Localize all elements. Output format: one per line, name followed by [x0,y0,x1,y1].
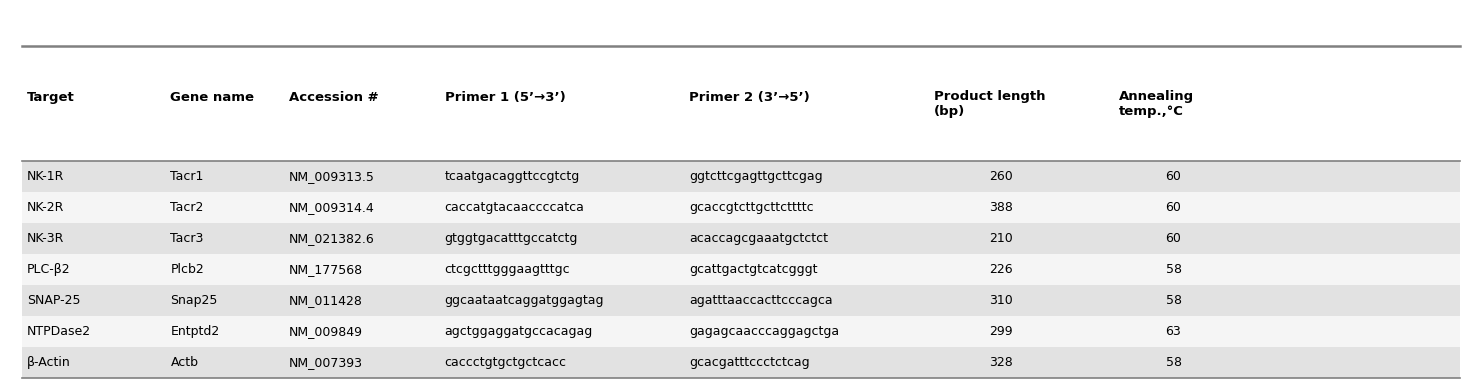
Bar [22,223,1460,254]
Text: agatttaaccacttcccagca: agatttaaccacttcccagca [689,294,833,307]
Text: caccatgtacaaccccatca: caccatgtacaaccccatca [445,201,584,214]
Text: NM_177568: NM_177568 [289,263,363,276]
Text: Tacr2: Tacr2 [170,201,205,214]
Text: Product length
(bp): Product length (bp) [934,90,1045,118]
Text: NM_011428: NM_011428 [289,294,363,307]
Text: NM_009313.5: NM_009313.5 [289,170,375,183]
Text: PLC-β2: PLC-β2 [27,263,70,276]
Text: 299: 299 [990,325,1012,338]
Text: Actb: Actb [170,356,199,369]
Text: NK-1R: NK-1R [27,170,64,183]
Text: β-Actin: β-Actin [27,356,71,369]
Text: NM_009314.4: NM_009314.4 [289,201,375,214]
Text: NM_021382.6: NM_021382.6 [289,232,375,245]
Text: gtggtgacatttgccatctg: gtggtgacatttgccatctg [445,232,578,245]
Text: 63: 63 [1165,325,1181,338]
Text: gcattgactgtcatcgggt: gcattgactgtcatcgggt [689,263,818,276]
Bar [22,316,1460,347]
Text: ggtcttcgagttgcttcgag: ggtcttcgagttgcttcgag [689,170,823,183]
Text: Snap25: Snap25 [170,294,218,307]
Text: Target: Target [27,91,74,104]
Text: Primer 2 (3’→5’): Primer 2 (3’→5’) [689,91,809,104]
Text: Annealing
temp.,°C: Annealing temp.,°C [1119,90,1194,118]
Text: NK-3R: NK-3R [27,232,64,245]
Text: acaccagcgaaatgctctct: acaccagcgaaatgctctct [689,232,828,245]
Text: gcacgatttccctctcag: gcacgatttccctctcag [689,356,809,369]
Bar [22,192,1460,223]
Text: SNAP-25: SNAP-25 [27,294,80,307]
Bar [22,285,1460,316]
Text: agctggaggatgccacagag: agctggaggatgccacagag [445,325,593,338]
Text: 210: 210 [990,232,1014,245]
Text: NM_007393: NM_007393 [289,356,363,369]
Text: 310: 310 [990,294,1014,307]
Text: Tacr1: Tacr1 [170,170,205,183]
Text: 60: 60 [1165,170,1181,183]
Bar [22,161,1460,192]
Text: tcaatgacaggttccgtctg: tcaatgacaggttccgtctg [445,170,579,183]
Text: gagagcaacccaggagctga: gagagcaacccaggagctga [689,325,839,338]
Text: NK-2R: NK-2R [27,201,64,214]
Bar [22,347,1460,378]
Text: 58: 58 [1165,356,1181,369]
Text: 388: 388 [990,201,1014,214]
Text: Tacr3: Tacr3 [170,232,205,245]
Text: 60: 60 [1165,232,1181,245]
Text: Plcb2: Plcb2 [170,263,205,276]
Text: 58: 58 [1165,294,1181,307]
Text: Accession #: Accession # [289,91,378,104]
Text: ggcaataatcaggatggagtag: ggcaataatcaggatggagtag [445,294,605,307]
Text: NM_009849: NM_009849 [289,325,363,338]
Text: 226: 226 [990,263,1012,276]
Text: caccctgtgctgctcacc: caccctgtgctgctcacc [445,356,566,369]
Text: gcaccgtcttgcttcttttc: gcaccgtcttgcttcttttc [689,201,814,214]
Text: 58: 58 [1165,263,1181,276]
Text: 60: 60 [1165,201,1181,214]
Text: Primer 1 (5’→3’): Primer 1 (5’→3’) [445,91,565,104]
Text: Gene name: Gene name [170,91,255,104]
Text: 260: 260 [990,170,1014,183]
Text: 328: 328 [990,356,1014,369]
Text: ctcgctttgggaagtttgc: ctcgctttgggaagtttgc [445,263,571,276]
Bar [22,254,1460,285]
Text: NTPDase2: NTPDase2 [27,325,90,338]
Text: Entptd2: Entptd2 [170,325,219,338]
